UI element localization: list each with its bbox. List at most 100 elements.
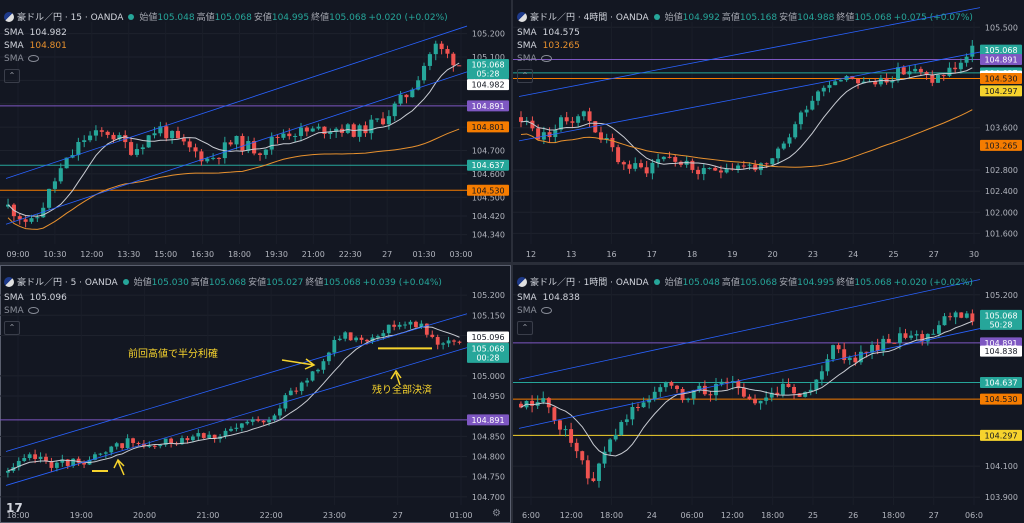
candle: [199, 151, 204, 162]
symbol-title[interactable]: 豪ドル／円 · 15 · OANDA: [17, 13, 124, 23]
candle: [574, 442, 579, 452]
tradingview-logo: 17: [6, 501, 23, 515]
collapse-legend-button[interactable]: ⌃: [4, 69, 20, 83]
candle: [913, 68, 918, 72]
price-badge-label: 104.530: [471, 186, 504, 195]
y-tick-label: 104.600: [472, 170, 505, 179]
settings-icon[interactable]: ⚙: [492, 508, 501, 519]
price-badge-label: 104.297: [984, 87, 1017, 96]
collapse-legend-button[interactable]: ⌃: [4, 321, 20, 335]
eye-hidden-icon[interactable]: [540, 55, 552, 62]
market-open-icon: [122, 278, 129, 285]
sma-long-line: [7, 128, 460, 230]
sma-hidden-legend[interactable]: SMA: [517, 306, 552, 316]
candle: [563, 429, 568, 431]
candle: [713, 167, 718, 171]
ohlc-label: 安値: [779, 13, 798, 23]
x-tick-label: 21:00: [302, 250, 325, 259]
candle: [747, 164, 752, 166]
candle: [658, 387, 663, 392]
candle: [386, 324, 391, 334]
candle: [970, 313, 975, 322]
price-chart[interactable]: 105.500 103.600 102.800 102.400 102.000 101.6…: [513, 0, 1024, 262]
symbol-title[interactable]: 豪ドル／円 · 5 · OANDA: [17, 278, 118, 288]
price-badge: [467, 342, 509, 363]
sma-value: 105.096: [29, 293, 67, 303]
sma-legend[interactable]: SMA 104.801: [4, 41, 67, 51]
channel-line: [518, 7, 981, 97]
candle: [375, 118, 380, 120]
candle: [856, 78, 861, 84]
candle: [719, 381, 724, 384]
candle: [93, 454, 97, 460]
candle: [439, 43, 444, 50]
candle: [64, 157, 69, 169]
chart-panel-15m[interactable]: 105.200105.100105.000104.900104.800104.7…: [0, 0, 511, 262]
sma-hidden-legend[interactable]: SMA: [4, 54, 39, 64]
symbol-title[interactable]: 豪ドル／円 · 4時間 · OANDA: [530, 13, 649, 23]
candle: [131, 438, 135, 443]
y-tick-label: 104.420: [472, 212, 505, 221]
price-chart[interactable]: 105.200105.100105.000104.900104.800104.7…: [0, 0, 511, 262]
sma-hidden-legend[interactable]: SMA: [517, 54, 552, 64]
sma-legend[interactable]: SMA 105.096: [4, 293, 67, 303]
collapse-legend-button[interactable]: ⌃: [517, 69, 533, 83]
candle: [433, 43, 438, 55]
price-badge: [980, 376, 1022, 388]
sma-legend[interactable]: SMA 104.982: [4, 28, 67, 38]
price-chart[interactable]: 105.200 104.100 103.900 6:00 12:00 18:00 24 06:…: [513, 265, 1024, 523]
price-badge: [980, 337, 1022, 349]
sma-label: SMA: [517, 306, 537, 316]
candle: [408, 321, 413, 325]
y-tick-label: 105.200: [472, 291, 505, 300]
candle: [152, 133, 157, 136]
eye-hidden-icon[interactable]: [540, 307, 552, 314]
candle: [591, 478, 596, 481]
candle: [613, 435, 618, 440]
eye-hidden-icon[interactable]: [27, 55, 39, 62]
chart-panel-1h[interactable]: 105.200 104.100 103.900 6:00 12:00 18:00 24 06:…: [513, 265, 1024, 523]
ohlc-value: 105.068: [854, 278, 892, 288]
x-tick-label: 12:00: [80, 250, 103, 259]
candle: [257, 153, 263, 155]
candle: [598, 132, 603, 140]
candle: [708, 394, 713, 396]
x-tick-label: 24: [647, 511, 657, 520]
sma-hidden-legend[interactable]: SMA: [4, 306, 39, 316]
candle: [287, 133, 292, 137]
candle: [690, 160, 695, 170]
candle: [792, 387, 796, 394]
candle: [827, 85, 832, 88]
candle: [838, 80, 843, 82]
eye-hidden-icon[interactable]: [27, 307, 39, 314]
candle: [669, 382, 674, 386]
candle: [316, 369, 320, 372]
candle: [953, 312, 958, 318]
ohlc-label: 始値: [664, 13, 683, 23]
aud-flag-icon: [517, 276, 527, 287]
sma-legend[interactable]: SMA 104.838: [517, 293, 580, 303]
sma-line: [7, 62, 460, 217]
candle: [17, 216, 22, 220]
price-badge-label: 105.068: [471, 61, 504, 70]
chart-panel-5m[interactable]: 105.200105.150105.100105.000104.950104.8…: [0, 265, 511, 523]
candle: [109, 446, 114, 453]
ohlc-label: 終値: [311, 13, 330, 23]
x-tick-label: 18: [687, 250, 697, 259]
sma-legend[interactable]: SMA 103.265: [517, 41, 580, 51]
collapse-legend-button[interactable]: ⌃: [517, 321, 533, 335]
symbol-title[interactable]: 豪ドル／円 · 1時間 · OANDA: [530, 278, 649, 288]
y-tick-label: 105.500: [985, 23, 1018, 32]
candle: [667, 156, 672, 158]
sma-value: 104.575: [542, 28, 580, 38]
candle: [647, 399, 652, 403]
candle: [918, 68, 923, 73]
chart-panel-4h[interactable]: 105.500 103.600 102.800 102.400 102.000 101.6…: [513, 0, 1024, 262]
sma-legend[interactable]: SMA 104.575: [517, 28, 580, 38]
sma-label: SMA: [517, 28, 537, 38]
y-tick-label: 105.200: [985, 291, 1018, 300]
price-chart[interactable]: 105.200105.150105.100105.000104.950104.8…: [0, 265, 511, 523]
ohlc-values: 始値105.048 高値105.068 安値104.995 終値105.068 +0.0…: [665, 275, 975, 288]
candle: [602, 451, 607, 464]
candle: [275, 136, 280, 138]
